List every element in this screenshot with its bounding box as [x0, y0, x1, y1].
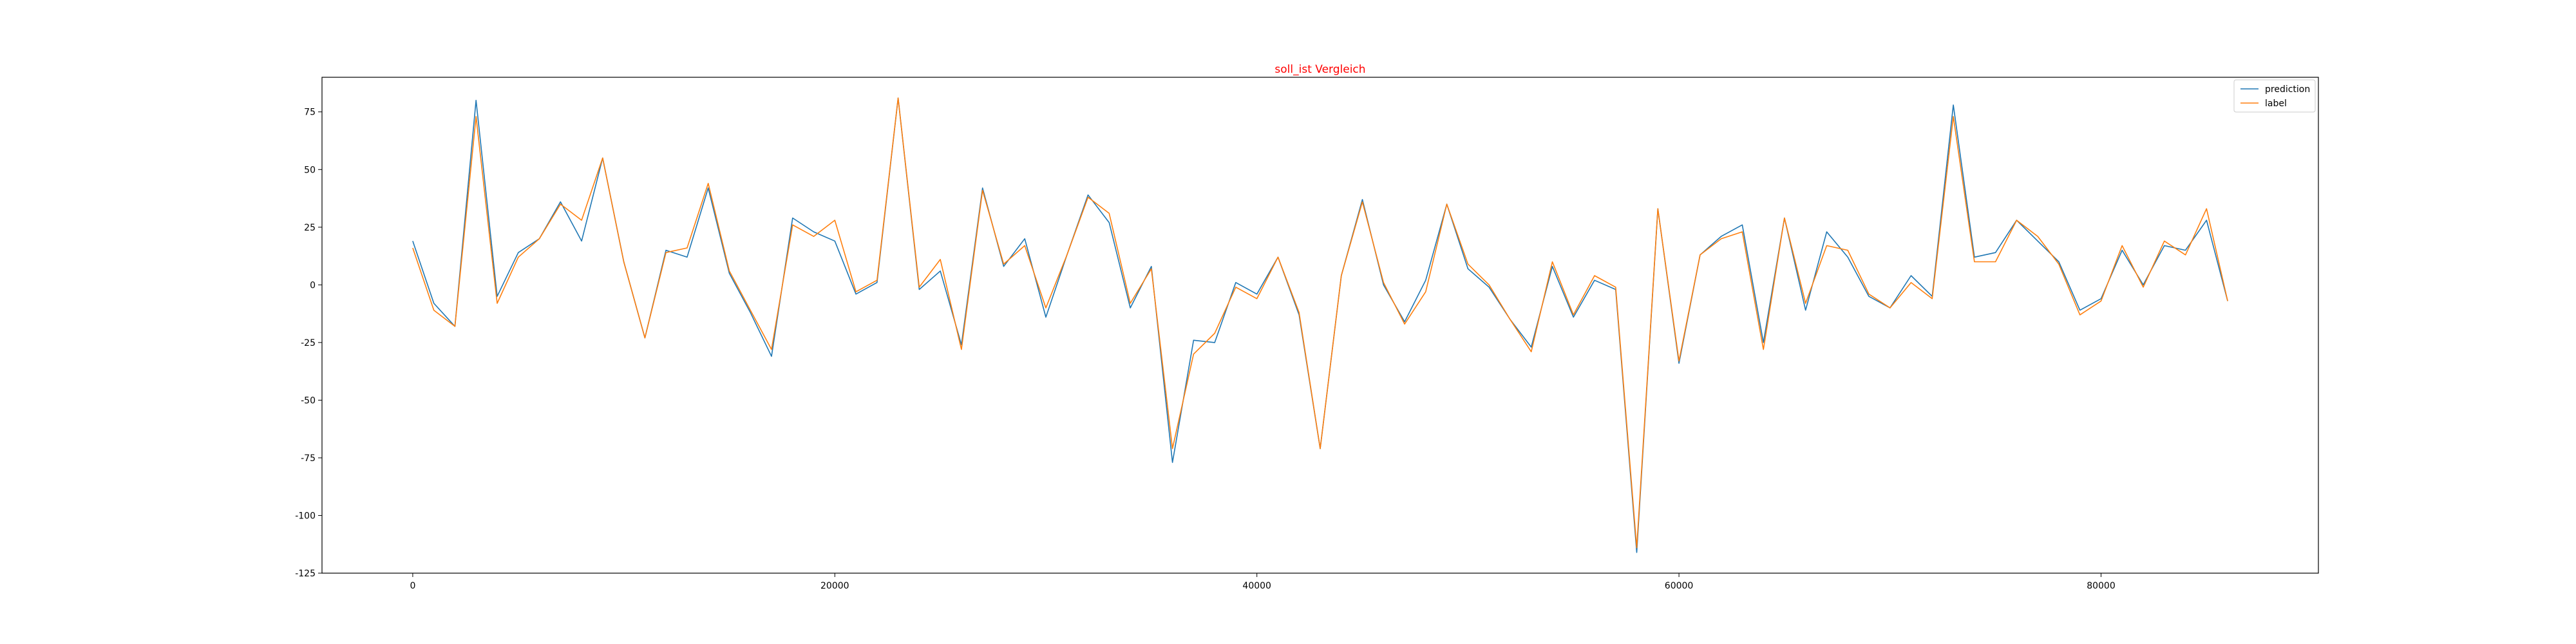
legend-frame — [2233, 79, 2316, 113]
y-tick-label: -25 — [301, 338, 316, 348]
x-tick-label: 80000 — [2087, 581, 2116, 591]
series-line-prediction — [412, 97, 2228, 553]
plot-frame — [321, 77, 2319, 574]
y-tick-label: -75 — [301, 453, 316, 464]
y-tick-label: -50 — [301, 395, 316, 406]
series-layer — [412, 97, 2228, 553]
legend: prediction label — [2233, 79, 2316, 113]
y-tick-label: 75 — [304, 108, 316, 118]
chart-title: soll_ist Vergleich — [1274, 63, 1365, 76]
x-axis: 0 20000 40000 60000 80000 — [410, 573, 2116, 591]
series-line-label — [412, 97, 2228, 549]
x-tick-label: 40000 — [1242, 581, 1271, 591]
x-tick-label: 60000 — [1665, 581, 1694, 591]
legend-label-prediction: prediction — [2265, 84, 2310, 95]
x-tick-label: 0 — [410, 581, 415, 591]
y-tick-label: 50 — [304, 165, 316, 175]
y-tick-label: 25 — [304, 223, 316, 233]
legend-label-label: label — [2265, 99, 2287, 109]
y-tick-label: -100 — [295, 511, 316, 521]
y-tick-label: -125 — [295, 569, 316, 579]
x-tick-label: 20000 — [820, 581, 849, 591]
y-tick-label: 0 — [310, 280, 316, 290]
y-axis: 75 50 25 0 -25 -50 -75 -100 -125 — [295, 108, 322, 579]
